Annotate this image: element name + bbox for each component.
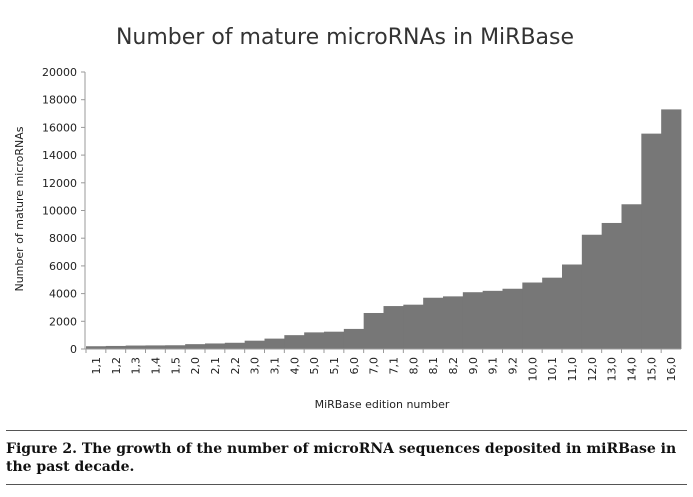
x-tick-label: 5,1	[328, 357, 341, 375]
x-tick-label: 8,0	[407, 357, 420, 375]
x-tick-label: 15,0	[645, 357, 658, 382]
x-axis-ticks: 1,1 1,2 1,3 1,4 1,5 2,0 2,1 2,2 3,0 3,1 4,0 5,0 5,1 6…	[85, 349, 678, 382]
x-tick-label: 4,0	[288, 357, 301, 375]
x-tick-label: 2,1	[209, 357, 222, 375]
bar-7-0	[363, 312, 384, 349]
bar-9-0	[462, 292, 484, 349]
x-tick-label: 11,0	[566, 357, 579, 382]
x-tick-label: 10,1	[546, 357, 559, 382]
bar-7-1	[383, 306, 404, 349]
x-tick-label: 14,0	[625, 357, 638, 382]
bar-3-0	[244, 340, 265, 349]
y-tick-label: 18000	[42, 94, 77, 107]
x-tick-label: 3,1	[268, 357, 281, 375]
bars	[86, 109, 682, 350]
y-tick-label: 20000	[42, 66, 77, 79]
bar-12-0	[581, 234, 603, 349]
bar-6-0	[343, 328, 365, 349]
bar-11-0	[562, 264, 583, 349]
x-tick-label: 1,2	[110, 357, 123, 375]
chart-title: Number of mature microRNAs in MiRBase	[116, 25, 574, 50]
x-tick-label: 1,1	[90, 357, 103, 375]
x-tick-label: 2,0	[189, 357, 202, 375]
y-tick-label: 16000	[42, 121, 77, 134]
caption-bottom-rule	[6, 484, 687, 485]
x-tick-label: 1,5	[169, 357, 182, 375]
x-tick-label: 9,0	[467, 357, 480, 375]
y-tick-label: 14000	[42, 149, 77, 162]
bar-5-0	[304, 332, 325, 349]
y-axis-label: Number of mature microRNAs	[13, 126, 26, 291]
x-tick-label: 7,0	[368, 357, 381, 375]
bar-8-0	[403, 304, 424, 349]
y-tick-label: 2000	[49, 315, 77, 328]
bar-8-1	[423, 297, 444, 349]
x-tick-label: 2,2	[229, 357, 242, 375]
bar-5-1	[324, 331, 345, 349]
x-tick-label: 13,0	[606, 357, 619, 382]
x-tick-label: 6,0	[348, 357, 361, 375]
bar-10-1	[542, 277, 563, 349]
bar-15-0	[641, 133, 662, 349]
bar-4-0	[284, 335, 305, 349]
x-tick-label: 9,2	[506, 357, 519, 375]
caption-top-rule	[6, 430, 687, 431]
x-tick-label: 1,4	[149, 357, 162, 375]
x-tick-label: 9,1	[487, 357, 500, 375]
bar-3-1	[264, 338, 285, 349]
bar-10-0	[522, 282, 543, 349]
y-tick-label: 6000	[49, 260, 77, 273]
x-tick-label: 3,0	[249, 357, 262, 375]
x-tick-label: 8,1	[427, 357, 440, 375]
bar-2-1	[205, 343, 226, 349]
x-axis-label: MiRBase edition number	[315, 398, 450, 411]
bar-1-1	[86, 346, 107, 349]
y-tick-label: 10000	[42, 205, 77, 218]
chart: Number of mature microRNAs in MiRBase Nu…	[13, 25, 682, 411]
y-tick-label: 0	[70, 343, 77, 356]
x-tick-label: 1,3	[130, 357, 143, 375]
y-axis-ticks: 0 2000 4000 6000 8000 10000 12000 14000 16000 180…	[42, 66, 85, 356]
bar-1-2	[105, 345, 127, 349]
y-tick-label: 8000	[49, 232, 77, 245]
bar-1-3	[125, 345, 146, 349]
bar-1-5	[165, 345, 186, 349]
x-tick-label: 7,1	[387, 357, 400, 375]
x-tick-label: 8,2	[447, 357, 460, 375]
x-tick-label: 5,0	[308, 357, 321, 375]
bar-9-2	[502, 288, 523, 349]
y-tick-label: 4000	[49, 288, 77, 301]
bar-1-4	[145, 345, 166, 349]
x-tick-label: 10,0	[526, 357, 539, 382]
bar-14-0	[621, 204, 642, 349]
bar-2-2	[224, 342, 246, 349]
x-tick-label: 12,0	[586, 357, 599, 382]
bar-13-0	[601, 222, 622, 349]
bar-9-1	[482, 290, 503, 349]
y-tick-label: 12000	[42, 177, 77, 190]
bar-2-0	[185, 344, 206, 349]
bar-8-2	[443, 296, 464, 349]
x-tick-label: 16,0	[665, 357, 678, 382]
bar-16-0	[661, 109, 682, 350]
figure-caption: Figure 2. The growth of the number of mi…	[6, 441, 677, 475]
